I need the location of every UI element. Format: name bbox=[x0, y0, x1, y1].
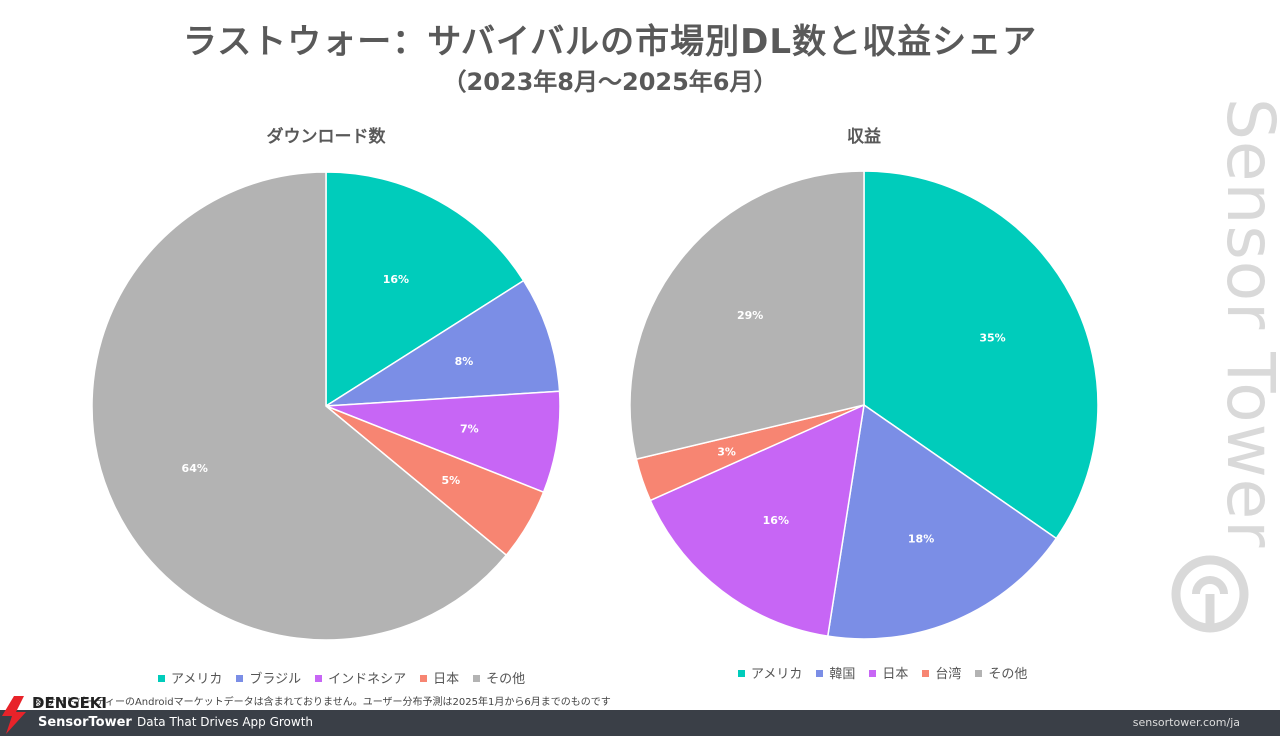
pie-data-label-0-4: 64% bbox=[182, 462, 208, 475]
legend-label: ブラジル bbox=[249, 672, 302, 687]
footer-tagline: Data That Drives App Growth bbox=[137, 715, 314, 729]
legend-item-1-4: その他 bbox=[975, 663, 1027, 682]
pie-slice-1-1 bbox=[826, 403, 1058, 640]
legend-swatch bbox=[420, 675, 428, 682]
pie-data-label-1-0: 35% bbox=[979, 332, 1005, 345]
pie-data-label-0-3: 5% bbox=[442, 474, 461, 487]
revenue-pie: 35% 18% 16% 3% 29% bbox=[629, 170, 1099, 640]
page-subtitle: （2023年8月〜2025年6月） bbox=[442, 68, 778, 96]
revenue-chart-title: 収益 bbox=[847, 127, 881, 147]
legend-item-0-4: その他 bbox=[473, 668, 525, 687]
footer-bar: SensorTower Data That Drives App Growth … bbox=[0, 710, 1280, 736]
pie-slice-1-2 bbox=[649, 403, 865, 638]
legend-label: アメリカ bbox=[751, 667, 803, 682]
pie-data-label-1-1: 18% bbox=[908, 532, 934, 545]
legend-swatch bbox=[236, 675, 244, 682]
legend-label: その他 bbox=[486, 672, 526, 687]
legend-swatch bbox=[975, 670, 983, 677]
legend-label: その他 bbox=[988, 667, 1028, 682]
legend-item-1-1: 韓国 bbox=[816, 663, 855, 682]
downloads-pie: 16% 8% 7% 5% 64% bbox=[91, 171, 561, 641]
legend-item-1-2: 日本 bbox=[869, 663, 908, 682]
dengeki-logo-icon bbox=[2, 696, 26, 734]
legend-swatch bbox=[158, 675, 165, 682]
legend-swatch bbox=[816, 670, 824, 677]
sensortower-watermark-icon bbox=[1171, 555, 1249, 633]
legend-item-0-2: インドネシア bbox=[315, 668, 406, 687]
legend-label: 韓国 bbox=[829, 667, 856, 682]
pie-data-label-1-3: 3% bbox=[717, 446, 736, 459]
footer-url: sensortower.com/ja bbox=[1132, 716, 1240, 729]
legend-item-1-3: 台湾 bbox=[922, 663, 961, 682]
legend-swatch bbox=[473, 675, 481, 682]
pie-data-label-1-4: 29% bbox=[737, 309, 763, 322]
pie-data-label-0-0: 16% bbox=[383, 273, 409, 286]
pie-slice-0-0 bbox=[325, 171, 525, 408]
downloads-chart-title: ダウンロード数 bbox=[266, 127, 386, 147]
legend-item-0-1: ブラジル bbox=[236, 668, 301, 687]
legend-swatch bbox=[869, 670, 877, 677]
legend-item-0-0: アメリカ bbox=[158, 668, 222, 687]
pie-data-label-0-2: 7% bbox=[460, 423, 479, 436]
footer-brand: SensorTower bbox=[38, 715, 132, 730]
legend-label: 日本 bbox=[882, 667, 909, 682]
legend-label: インドネシア bbox=[328, 672, 407, 687]
legend-item-0-3: 日本 bbox=[420, 668, 459, 687]
pie-slice-0-4 bbox=[91, 171, 508, 641]
page-title: ラストウォー：サバイバルの市場別DL数と収益シェア bbox=[182, 22, 1038, 62]
legend-label: アメリカ bbox=[171, 672, 223, 687]
legend-swatch bbox=[315, 675, 323, 682]
pie-slice-0-1 bbox=[325, 279, 561, 407]
legend-label: 台湾 bbox=[935, 667, 962, 682]
pie-data-label-0-1: 8% bbox=[455, 355, 474, 368]
pie-slice-1-0 bbox=[863, 170, 1099, 540]
dengeki-logo-text: DENGEKI bbox=[32, 694, 108, 712]
downloads-legend: アメリカ ブラジル インドネシア 日本 その他 bbox=[158, 668, 539, 687]
legend-swatch bbox=[738, 670, 745, 677]
legend-swatch bbox=[922, 670, 930, 677]
footnote: ※ サードパーティーのAndroidマーケットデータは含まれておりません。ユーザ… bbox=[34, 697, 611, 708]
pie-slice-1-4 bbox=[629, 170, 865, 460]
pie-slice-0-2 bbox=[325, 390, 561, 494]
watermark-text: Sensor Tower bbox=[1212, 98, 1280, 549]
legend-item-1-0: アメリカ bbox=[738, 663, 802, 682]
legend-label: 日本 bbox=[433, 672, 460, 687]
revenue-legend: アメリカ 韓国 日本 台湾 その他 bbox=[738, 663, 1041, 682]
pie-data-label-1-2: 16% bbox=[763, 514, 789, 527]
